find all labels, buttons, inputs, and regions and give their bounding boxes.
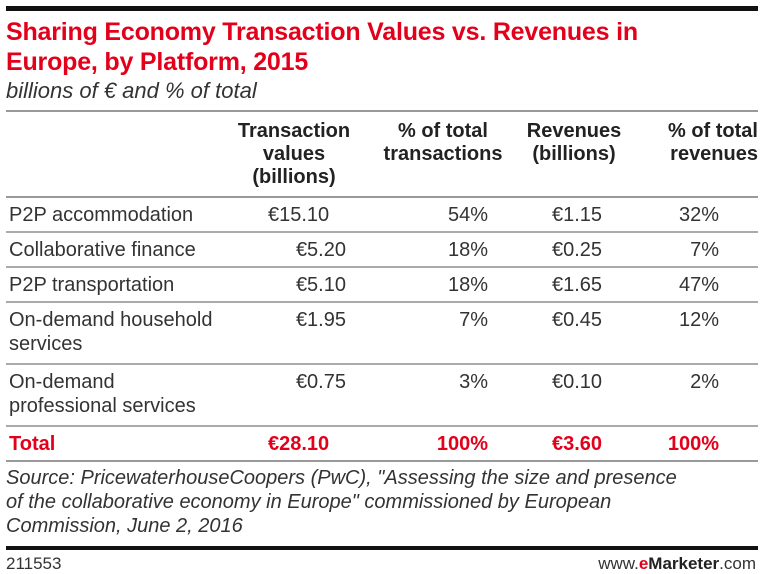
cell-pct-revenues: 7%: [690, 239, 719, 261]
chart-id: 211553: [6, 554, 62, 573]
cell-revenues: €1.15: [552, 204, 603, 226]
cell-pct-transactions: 18%: [447, 274, 488, 296]
column-header-revenues: Revenues (billions): [516, 120, 632, 166]
column-header-pct-revenues: % of total revenues: [636, 120, 758, 166]
title-line: Sharing Economy Transaction Values vs. R…: [6, 18, 638, 46]
total-pct-transactions: 100%: [436, 433, 488, 455]
row-divider: [6, 266, 758, 268]
cell-revenues: €0.25: [552, 239, 603, 261]
cell-pct-transactions: 3%: [459, 371, 488, 393]
cell-pct-transactions: 54%: [447, 204, 488, 226]
footer: 211553 www.eMarketer.com: [6, 550, 758, 574]
brand-prefix: www.: [598, 554, 639, 573]
chart-subtitle: billions of € and % of total: [6, 78, 257, 103]
total-revenues: €3.60: [552, 433, 603, 455]
column-header-transaction-values: Transaction values (billions): [224, 120, 364, 189]
row-label: P2P accommodation: [9, 204, 194, 226]
total-row: Total €28.10 100% €3.60 100%: [6, 427, 758, 460]
cell-revenues: €0.10: [552, 371, 603, 393]
row-label: On-demand household services: [9, 308, 239, 356]
header-line: Revenues: [526, 120, 622, 142]
source-line: Commission, June 2, 2016: [6, 515, 243, 537]
cell-pct-transactions: 7%: [459, 309, 488, 331]
table-row: On-demand household services €1.95 7% €0…: [6, 303, 758, 363]
table-row: On-demand professional services €0.75 3%…: [6, 365, 758, 425]
row-label: Collaborative finance: [9, 239, 196, 261]
row-label-line: professional services: [9, 395, 196, 417]
cell-transaction-values: €5.20: [295, 239, 346, 261]
brand-name: Marketer: [648, 554, 720, 573]
row-label: P2P transportation: [9, 274, 175, 296]
column-header-pct-transactions: % of total transactions: [376, 120, 510, 166]
cell-pct-revenues: 47%: [678, 274, 719, 296]
row-divider: [6, 231, 758, 233]
total-divider: [6, 460, 758, 462]
header-line: values: [262, 143, 326, 165]
chart-title: Sharing Economy Transaction Values vs. R…: [6, 17, 758, 77]
table-row: Collaborative finance €5.20 18% €0.25 7%: [6, 233, 758, 266]
source-line: Source: PricewaterhouseCoopers (PwC), "A…: [6, 467, 677, 489]
row-label-line: services: [9, 333, 83, 355]
emarketer-logo: www.eMarketer.com: [598, 554, 756, 574]
cell-transaction-values: €0.75: [295, 371, 346, 393]
header-line: % of total: [668, 120, 758, 142]
cell-pct-transactions: 18%: [447, 239, 488, 261]
total-label: Total: [9, 433, 56, 455]
brand-e: e: [638, 554, 649, 573]
cell-pct-revenues: 12%: [678, 309, 719, 331]
row-divider: [6, 425, 758, 427]
total-pct-revenues: 100%: [667, 433, 719, 455]
row-divider: [6, 301, 758, 303]
title-line: Europe, by Platform, 2015: [6, 48, 309, 76]
bottom-rule: [6, 546, 758, 550]
cell-pct-revenues: 32%: [678, 204, 719, 226]
header-line: revenues: [670, 143, 758, 165]
header-divider: [6, 196, 758, 198]
header-line: % of total: [398, 120, 488, 142]
table-row: P2P transportation €5.10 18% €1.65 47%: [6, 268, 758, 301]
source-line: of the collaborative economy in Europe" …: [6, 491, 612, 513]
row-label: On-demand professional services: [9, 370, 239, 418]
source-note: Source: PricewaterhouseCoopers (PwC), "A…: [6, 462, 758, 546]
brand-suffix: .com: [719, 554, 756, 573]
header-line: Transaction: [237, 120, 351, 142]
total-transaction-values: €28.10: [268, 433, 330, 455]
cell-revenues: €0.45: [552, 309, 603, 331]
cell-revenues: €1.65: [552, 274, 603, 296]
chart-container: Sharing Economy Transaction Values vs. R…: [6, 6, 758, 574]
row-label-line: On-demand: [9, 371, 115, 393]
table-row: P2P accommodation €15.10 54% €1.15 32%: [6, 198, 758, 231]
row-label-line: On-demand household: [9, 309, 213, 331]
cell-pct-revenues: 2%: [690, 371, 719, 393]
cell-transaction-values: €5.10: [295, 274, 346, 296]
row-divider: [6, 363, 758, 365]
cell-transaction-values: €1.95: [295, 309, 346, 331]
subtitle-divider: [6, 110, 758, 112]
table-header: Transaction values (billions) % of total…: [6, 112, 758, 196]
cell-transaction-values: €15.10: [268, 204, 330, 226]
header-line: (billions): [252, 166, 336, 188]
header-line: (billions): [532, 143, 616, 165]
top-rule: [6, 6, 758, 11]
header-line: transactions: [383, 143, 503, 165]
